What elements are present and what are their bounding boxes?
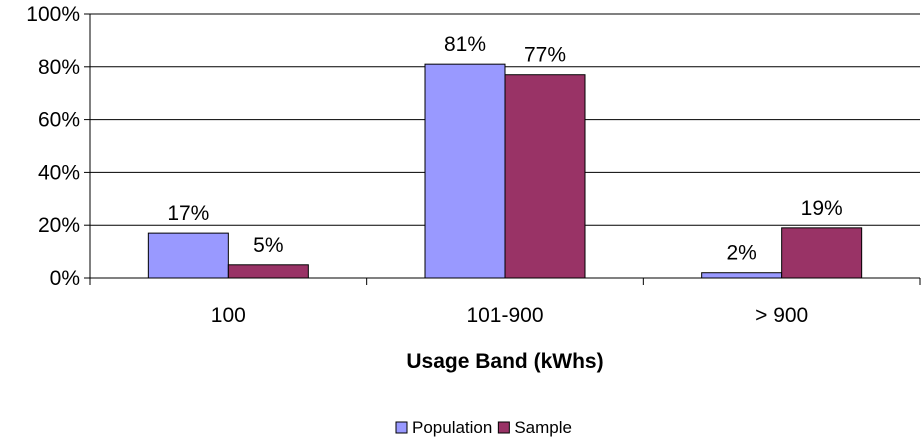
data-label: 77%: [524, 44, 566, 67]
y-axis-tick-labels: 0% 20% 40% 60% 80% 100%: [26, 3, 80, 290]
legend-label: Population: [412, 418, 492, 437]
legend-label: Sample: [514, 418, 572, 437]
axes: [89, 14, 921, 285]
y-tick-label: 0%: [50, 267, 80, 290]
y-tick-label: 20%: [38, 214, 80, 237]
y-tick-label: 100%: [26, 3, 80, 26]
x-axis-title: Usage Band (kWhs): [406, 350, 603, 373]
data-label: 81%: [444, 33, 486, 56]
x-axis-tick-labels: 100 101-900 > 900: [211, 304, 808, 327]
data-label: 17%: [167, 202, 209, 225]
bar-sample-1: [504, 74, 586, 279]
bar-population-0: [147, 232, 229, 279]
bar-population-2: [701, 272, 783, 279]
data-labels: 17% 5% 81% 77% 2% 19%: [167, 33, 842, 265]
x-tick-label: 101-900: [466, 304, 543, 327]
y-tick-label: 60%: [38, 109, 80, 132]
data-label: 2%: [726, 242, 756, 265]
legend-item-sample: Sample: [497, 418, 572, 437]
data-label: 19%: [801, 197, 843, 220]
bar-population-1: [424, 63, 506, 279]
bars: [147, 63, 863, 279]
data-label: 5%: [253, 234, 283, 257]
x-tick-label: > 900: [755, 304, 808, 327]
x-tick-label: 100: [211, 304, 246, 327]
legend: Population Sample: [395, 418, 572, 437]
y-tick-label: 40%: [38, 161, 80, 184]
legend-swatch: [497, 421, 510, 434]
y-tick-label: 80%: [38, 56, 80, 79]
bar-sample-2: [781, 227, 863, 279]
legend-item-population: Population: [395, 418, 492, 437]
legend-swatch: [395, 421, 408, 434]
bar-sample-0: [227, 264, 309, 279]
